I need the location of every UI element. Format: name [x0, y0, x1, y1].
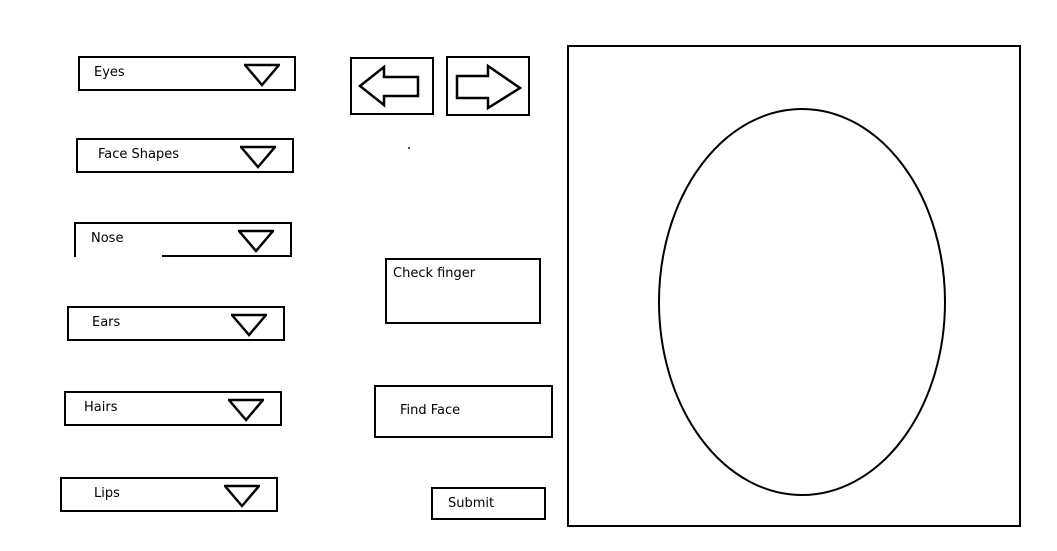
chevron-down-icon	[224, 484, 260, 508]
next-button[interactable]	[446, 56, 530, 116]
stray-dot	[408, 147, 410, 149]
previous-button[interactable]	[350, 57, 434, 115]
face-shapes-dropdown-label: Face Shapes	[98, 147, 180, 162]
submit-button[interactable]: Submit	[431, 487, 546, 520]
hairs-dropdown[interactable]: Hairs	[64, 391, 282, 426]
face-outline-oval	[658, 108, 946, 496]
right-arrow-icon	[455, 63, 523, 111]
find-face-button-label: Find Face	[400, 403, 461, 418]
check-finger-button[interactable]: Check finger	[385, 258, 541, 324]
find-face-button[interactable]: Find Face	[374, 385, 553, 438]
face-shapes-dropdown[interactable]: Face Shapes	[76, 138, 294, 173]
nose-dropdown-label: Nose	[91, 231, 124, 246]
chevron-down-icon	[240, 145, 276, 169]
eyes-dropdown[interactable]: Eyes	[78, 56, 296, 91]
ears-dropdown[interactable]: Ears	[67, 306, 285, 341]
hairs-dropdown-label: Hairs	[84, 400, 118, 415]
face-canvas[interactable]	[567, 45, 1021, 527]
chevron-down-icon	[238, 229, 274, 253]
lips-dropdown[interactable]: Lips	[60, 477, 278, 512]
eyes-dropdown-label: Eyes	[94, 65, 125, 80]
left-arrow-icon	[357, 64, 420, 108]
submit-button-label: Submit	[448, 496, 495, 511]
ears-dropdown-label: Ears	[92, 315, 121, 330]
divider	[76, 254, 162, 257]
check-finger-button-label: Check finger	[393, 266, 476, 281]
nose-dropdown[interactable]: Nose	[74, 222, 292, 257]
chevron-down-icon	[228, 398, 264, 422]
chevron-down-icon	[244, 63, 280, 87]
chevron-down-icon	[231, 313, 267, 337]
lips-dropdown-label: Lips	[94, 486, 120, 501]
